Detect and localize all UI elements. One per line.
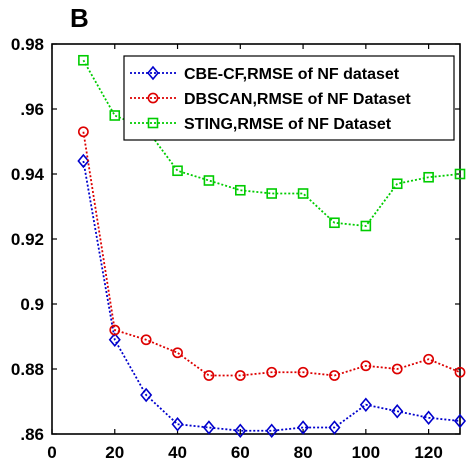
data-point <box>203 175 215 186</box>
legend-label: DBSCAN,RMSE of NF Dataset <box>184 91 411 108</box>
data-point <box>109 324 121 336</box>
legend-marker <box>146 65 160 81</box>
data-point <box>234 370 246 381</box>
data-point <box>172 165 183 177</box>
x-tick-label: 60 <box>231 443 250 462</box>
legend: CBE-CF,RMSE of NF dataset DBSCAN,RMSE of … <box>123 55 455 141</box>
data-point <box>360 360 372 372</box>
data-point <box>171 417 184 432</box>
data-point <box>77 153 90 169</box>
data-point <box>454 168 466 180</box>
legend-label: STING,RMSE of NF Dataset <box>184 116 392 133</box>
data-point <box>329 370 340 381</box>
data-point <box>359 397 372 412</box>
data-point <box>266 188 277 199</box>
data-point <box>391 178 403 190</box>
data-point <box>391 363 403 375</box>
y-tick-label: 0.94 <box>11 165 45 184</box>
y-tick-label: .96 <box>20 100 44 119</box>
data-point <box>77 126 89 138</box>
data-point <box>453 413 467 429</box>
data-point <box>109 110 121 121</box>
panel-label: B <box>70 3 89 33</box>
series-circle <box>77 126 466 381</box>
data-point <box>266 366 278 378</box>
data-point <box>202 420 215 435</box>
data-point <box>78 54 89 66</box>
data-point <box>234 423 247 438</box>
y-tick-label: .86 <box>20 425 44 444</box>
data-point <box>297 188 309 199</box>
legend-marker <box>147 117 159 129</box>
data-point <box>328 420 341 435</box>
series-line <box>82 160 461 432</box>
data-point <box>140 387 153 403</box>
legend-marker <box>147 92 159 104</box>
y-tick-label: 0.9 <box>20 295 44 314</box>
data-point <box>391 404 404 419</box>
x-tick-label: 100 <box>352 443 380 462</box>
y-tick-label: 0.98 <box>11 35 44 54</box>
data-point <box>297 366 309 378</box>
x-tick-label: 80 <box>294 443 313 462</box>
y-tick-label: 0.88 <box>11 360 44 379</box>
data-point <box>360 220 372 232</box>
data-point <box>203 370 215 381</box>
series-diamond <box>77 153 467 438</box>
x-tick-label: 20 <box>105 443 124 462</box>
legend-box <box>123 55 455 141</box>
data-point <box>423 171 434 183</box>
data-point <box>422 410 435 425</box>
data-point <box>454 366 466 378</box>
data-point <box>172 347 183 359</box>
x-tick-label: 120 <box>414 443 442 462</box>
x-tick-label: 40 <box>168 443 187 462</box>
data-point <box>235 184 246 196</box>
data-point <box>265 423 278 438</box>
data-point <box>423 353 435 365</box>
data-point <box>140 334 152 346</box>
series-line <box>82 131 461 377</box>
x-tick-label: 0 <box>47 443 56 462</box>
data-point <box>108 332 121 347</box>
data-point <box>297 420 310 435</box>
legend-label: CBE-CF,RMSE of NF dataset <box>184 66 400 83</box>
y-tick-label: 0.92 <box>11 230 44 249</box>
data-point <box>329 217 340 229</box>
axes: 0 20 40 60 80 100 120 .86 0.88 0.9 0.92 0.94 .96 0.98 <box>11 35 461 462</box>
